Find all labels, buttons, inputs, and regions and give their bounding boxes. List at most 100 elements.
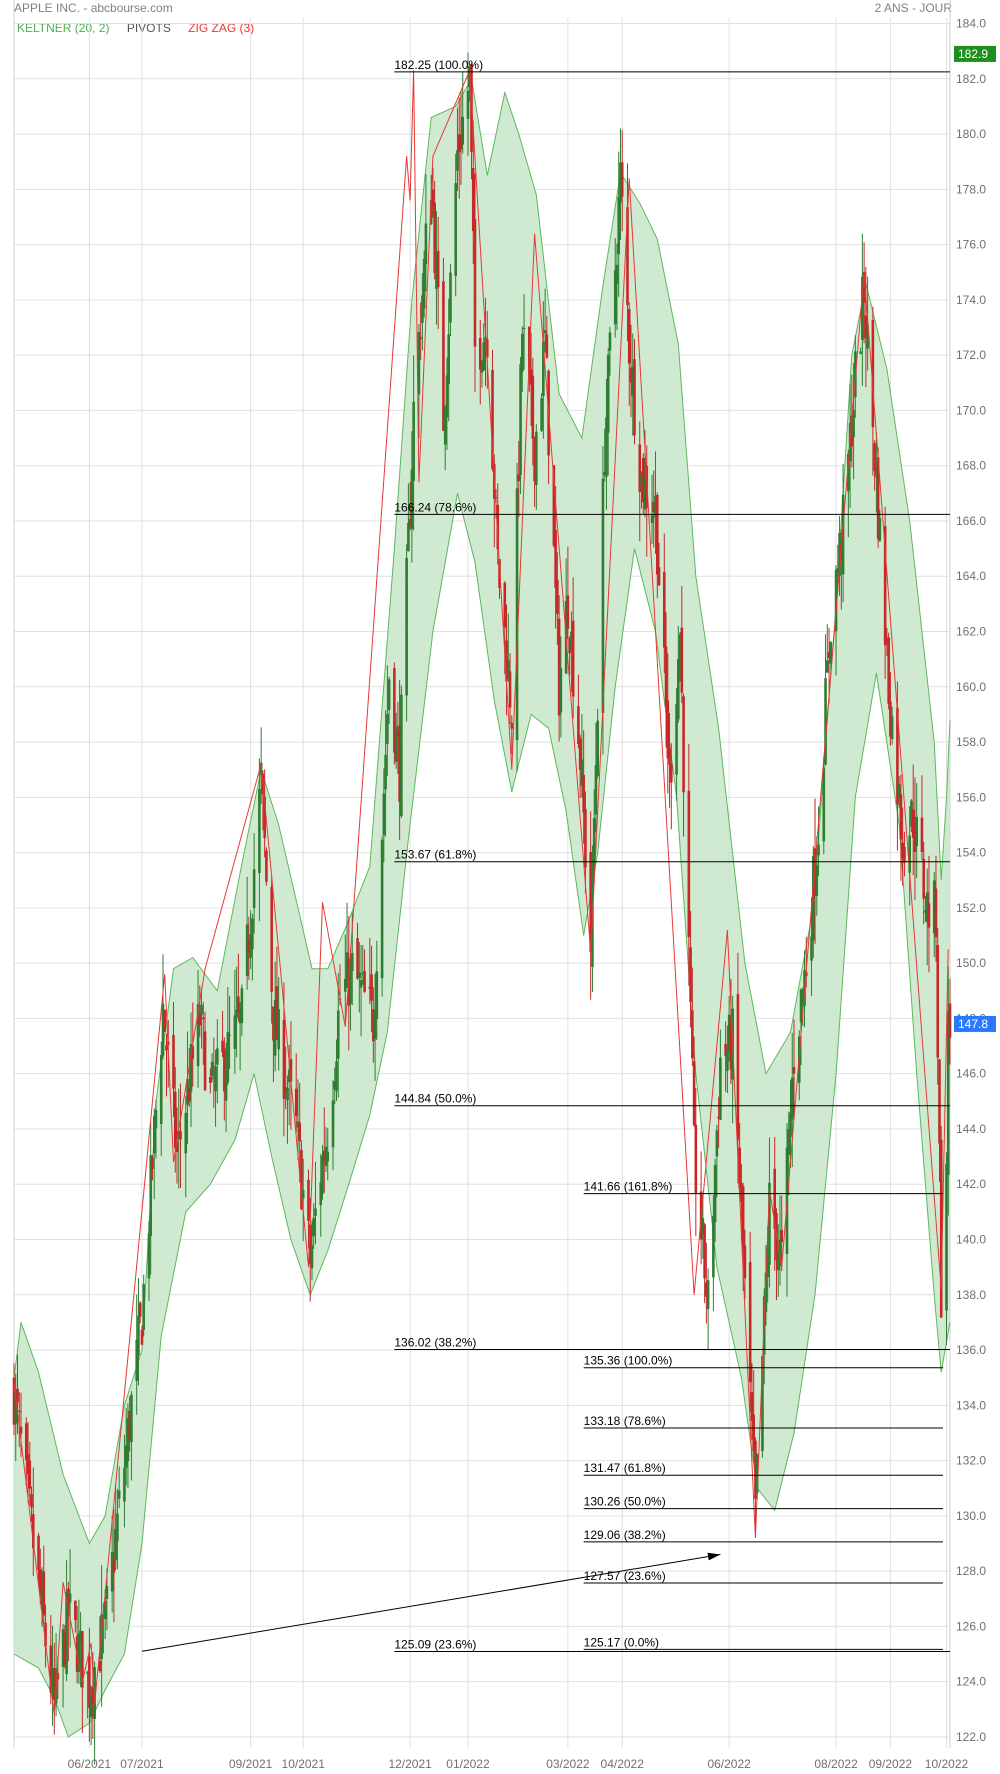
- arrow-shaft: [141, 1554, 721, 1652]
- candle-body: [712, 1216, 715, 1278]
- candle-body: [209, 1076, 212, 1084]
- candle-body: [214, 1066, 217, 1092]
- arrow-head: [707, 1552, 721, 1561]
- candle-body: [159, 1055, 163, 1124]
- fib-level-label: 153.67 (61.8%): [394, 848, 476, 862]
- candles: [12, 52, 952, 1765]
- candle-body: [343, 979, 347, 992]
- candle-body: [336, 1010, 340, 1059]
- indicator-pivots[interactable]: PIVOTS: [126, 21, 171, 35]
- candle-body: [429, 200, 433, 225]
- candle-body: [559, 668, 563, 713]
- chart-header: APPLE INC. - abcbourse.com 2 ANS - JOUR: [0, 0, 1000, 18]
- candle-body: [447, 334, 450, 384]
- candle-body: [727, 1014, 731, 1052]
- candle-body: [175, 1140, 179, 1153]
- y-tick-label: 146.0: [956, 1067, 986, 1081]
- x-tick-label: 07/2021: [120, 1757, 164, 1771]
- candle-body: [761, 1355, 764, 1452]
- candle-body: [235, 1009, 238, 1018]
- candle-body: [594, 764, 598, 815]
- candle-body: [834, 569, 838, 632]
- candle-body: [838, 533, 841, 576]
- x-tick-label: 08/2022: [814, 1757, 858, 1771]
- candle-body: [200, 1004, 203, 1015]
- candle-body: [889, 701, 892, 737]
- candle-body: [755, 1454, 759, 1494]
- y-tick-label: 144.0: [956, 1122, 986, 1136]
- candle-body: [202, 1017, 205, 1020]
- candle-body: [380, 839, 384, 979]
- candle-body: [77, 1633, 81, 1673]
- candle-body: [566, 595, 570, 629]
- y-tick-label: 122.0: [956, 1730, 986, 1744]
- candle-body: [137, 1315, 140, 1356]
- candle-body: [932, 880, 936, 934]
- candle-body: [103, 1601, 107, 1619]
- candle-body: [245, 924, 249, 976]
- candle-body: [484, 337, 487, 346]
- candle-body: [827, 652, 831, 658]
- chart-title: APPLE INC. - abcbourse.com: [14, 1, 173, 15]
- candle-body: [314, 1208, 317, 1217]
- x-tick-label: 12/2021: [388, 1757, 432, 1771]
- candle-body: [224, 1073, 228, 1101]
- candle-body: [424, 223, 428, 265]
- candle-body: [627, 309, 631, 364]
- candle-body: [478, 338, 482, 370]
- candle-body: [184, 1112, 188, 1154]
- candle-body: [592, 818, 596, 872]
- candle-body: [294, 1088, 298, 1117]
- candle-body: [752, 1414, 755, 1452]
- candle-body: [790, 1077, 794, 1120]
- candle-body: [161, 1003, 165, 1056]
- candle-body: [179, 1131, 182, 1140]
- candle-body: [811, 855, 815, 941]
- candle-body: [38, 1569, 42, 1595]
- candle-body: [100, 1614, 103, 1660]
- candle-body: [89, 1695, 93, 1718]
- candle-body: [277, 1009, 280, 1050]
- candle-body: [631, 366, 635, 396]
- candle-body: [68, 1593, 72, 1603]
- candle-body: [682, 696, 685, 793]
- y-axis: 184.0 182.0 180.0 178.0 176.0 174.0 172.0 170.0…: [956, 17, 986, 1744]
- candle-body: [922, 858, 926, 899]
- candle-body: [578, 738, 582, 770]
- candle-body: [454, 183, 458, 276]
- y-tick-label: 150.0: [956, 956, 986, 970]
- candle-body: [363, 971, 366, 992]
- candle-body: [466, 90, 470, 119]
- period-selector[interactable]: 2 ANS - JOUR: [874, 1, 952, 15]
- candle-body: [86, 1671, 89, 1674]
- candle-body: [847, 453, 850, 492]
- candle-body: [934, 888, 938, 938]
- candle-body: [61, 1629, 65, 1667]
- y-tick-label: 178.0: [956, 182, 986, 196]
- candle-body: [114, 1529, 117, 1561]
- fibonacci-retracement-2: 141.66 (161.8%) 135.36 (100.0%) 133.18 (78…: [583, 1180, 943, 1650]
- candle-body: [605, 417, 608, 477]
- candle-body: [53, 1667, 56, 1701]
- candle-body: [435, 256, 438, 289]
- candle-body: [31, 1514, 35, 1549]
- candle-body: [719, 1057, 722, 1120]
- candle-body: [442, 281, 445, 431]
- candle-body: [939, 1139, 943, 1318]
- candle-body: [345, 952, 349, 986]
- candle-body: [67, 1588, 70, 1616]
- candle-body: [670, 763, 673, 783]
- candle-body: [703, 1224, 706, 1279]
- fibonacci-retracement-1: 182.25 (100.0%) 166.24 (78.6%) 153.67 (61.…: [394, 58, 950, 1653]
- indicator-keltner[interactable]: KELTNER (20, 2): [17, 21, 110, 35]
- fib-level-label: 127.57 (23.6%): [584, 1569, 666, 1583]
- indicator-zigzag[interactable]: ZIG ZAG (3): [188, 21, 255, 35]
- candle-body: [620, 162, 624, 197]
- candle-body: [321, 1155, 324, 1194]
- candle-body: [147, 1233, 151, 1279]
- candle-body: [687, 790, 691, 938]
- candle-body: [44, 1622, 47, 1647]
- candle-body: [810, 936, 813, 961]
- candle-body: [643, 476, 647, 510]
